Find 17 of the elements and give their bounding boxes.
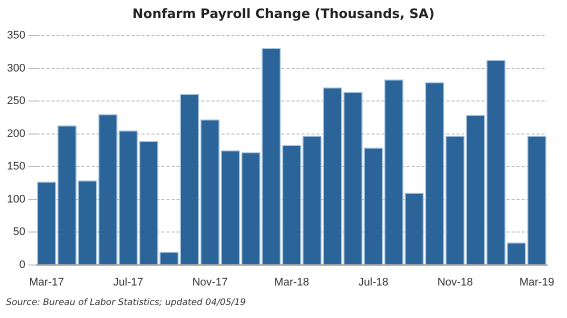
- x-tick-label: Jul-18: [358, 276, 388, 288]
- y-tick-label: 250: [6, 95, 26, 108]
- x-tick-label: Jul-17: [113, 276, 144, 288]
- x-tick-label: Mar-19: [519, 276, 554, 288]
- y-tick-label: 350: [6, 30, 26, 42]
- y-tick-label: 0: [19, 258, 26, 271]
- chart-title: Nonfarm Payroll Change (Thousands, SA): [131, 6, 436, 24]
- y-tick-label: 50: [13, 226, 26, 238]
- y-tick-label: 200: [6, 128, 26, 140]
- x-tick-label: Nov-17: [192, 276, 228, 288]
- source-note: Source: Bureau of Labor Statistics; updated 04/05/19: [6, 298, 246, 308]
- x-tick-label: Mar-18: [274, 276, 310, 288]
- x-tick-label: Mar-17: [29, 276, 64, 288]
- y-tick-label: 150: [6, 160, 26, 173]
- y-tick-label: 100: [6, 193, 26, 206]
- y-tick-label: 300: [6, 62, 26, 74]
- x-tick-label: Nov-18: [437, 276, 473, 288]
